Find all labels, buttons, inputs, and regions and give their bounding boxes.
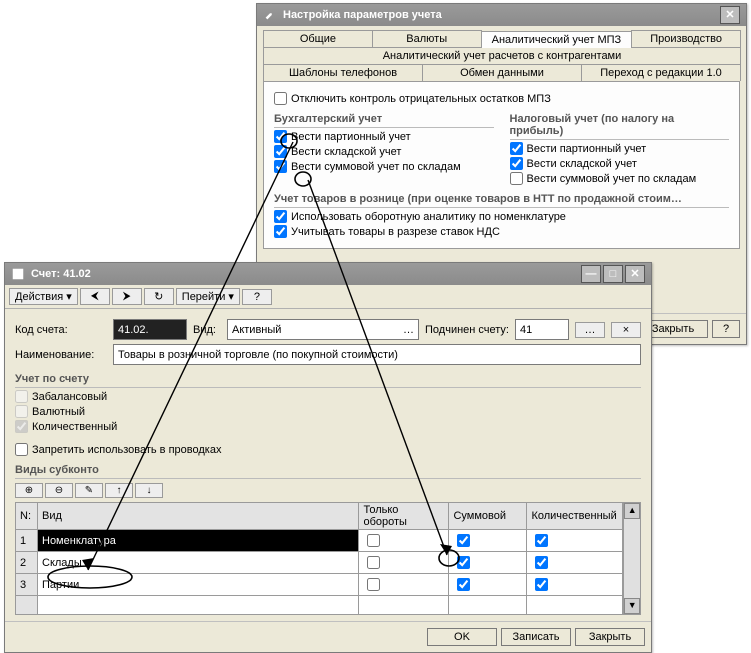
chk-retail-nomen[interactable]: Использовать оборотную аналитику по номе… [274,210,729,223]
lbl-vid: Вид: [193,324,221,336]
settings-panel: Отключить контроль отрицательных остатко… [263,81,740,249]
chk-disable-negative-label: Отключить контроль отрицательных остатко… [291,93,551,105]
chk-nal-summ[interactable]: Вести суммовой учет по складам [510,172,730,185]
table-row: 3 Партии [16,574,623,596]
tb-refresh[interactable]: ↻ [144,288,174,305]
tb-help[interactable]: ? [242,289,272,305]
help-button[interactable]: ? [712,320,740,338]
tab-exchange[interactable]: Обмен данными [422,64,582,81]
account-title: Счет: 41.02 [31,268,91,280]
lbl-parent: Подчинен счету: [425,324,509,336]
col-vid[interactable]: Вид [38,503,359,530]
chk-buh-sklad-label: Вести складской учет [291,146,401,158]
code-field[interactable]: 41.02. [113,319,187,340]
scroll-down-icon[interactable]: ▼ [624,598,640,614]
chk-nal-sklad[interactable]: Вести складской учет [510,157,730,170]
goto-menu[interactable]: Перейти ▾ [176,288,240,305]
lbl-name: Наименование: [15,349,107,361]
chk-forbid-label: Запретить использовать в проводках [32,444,221,456]
name-field[interactable]: Товары в розничной торговле (по покупной… [113,344,641,365]
chk-zabal[interactable]: Забалансовый [15,390,641,403]
section-retail: Учет товаров в рознице (при оценке товар… [274,193,729,208]
settings-title: Настройка параметров учета [283,9,442,21]
lbl-code: Код счета: [15,324,107,336]
account-titlebar[interactable]: Счет: 41.02 — □ ✕ [5,263,651,285]
chk-buh-summ-label: Вести суммовой учет по складам [291,161,461,173]
vid-field[interactable]: Активный… [227,319,419,340]
section-account: Учет по счету [15,373,641,388]
col-oborot[interactable]: Только обороты [359,503,449,530]
section-nalog: Налоговый учет (по налогу на прибыль) [510,113,730,140]
save-button[interactable]: Записать [501,628,571,646]
chk-retail-nds-label: Учитывать товары в разрезе ставок НДС [291,226,500,238]
table-row: 1 Номенклатура [16,530,623,552]
section-buh: Бухгалтерский учет [274,113,494,128]
parent-lookup[interactable]: … [575,322,605,338]
tab-mpz[interactable]: Аналитический учет МПЗ [481,31,633,48]
tb-back[interactable]: ⮜ [80,288,110,305]
table-row: 2 Склады [16,552,623,574]
chk-disable-negative[interactable]: Отключить контроль отрицательных остатко… [274,92,729,105]
chk-buh-part[interactable]: Вести партионный учет [274,130,494,143]
account-icon [11,267,25,281]
grid-down[interactable]: ↓ [135,483,163,498]
account-toolbar: Действия ▾ ⮜ ⮞ ↻ Перейти ▾ ? [5,285,651,309]
parent-clear[interactable]: × [611,322,641,338]
grid-add[interactable]: ⊕ [15,483,43,498]
account-footer: OK Записать Закрыть [5,621,651,652]
account-window: Счет: 41.02 — □ ✕ Действия ▾ ⮜ ⮞ ↻ Перей… [4,262,652,653]
cell-vid-3[interactable]: Партии [38,574,359,596]
grid-del[interactable]: ⊖ [45,483,73,498]
chk-buh-sklad[interactable]: Вести складской учет [274,145,494,158]
tab-row2: Аналитический учет расчетов с контрагент… [263,47,740,64]
minimize-icon[interactable]: — [581,265,601,283]
close-icon[interactable]: ✕ [625,265,645,283]
chk-retail-nds[interactable]: Учитывать товары в разрезе ставок НДС [274,225,729,238]
tab-general[interactable]: Общие [263,30,373,47]
chk-retail-nomen-label: Использовать оборотную аналитику по номе… [291,211,566,223]
tab-row1: Общие Валюты Аналитический учет МПЗ Прои… [263,30,740,47]
grid-up[interactable]: ↑ [105,483,133,498]
subkonto-grid[interactable]: N: Вид Только обороты Суммовой Количеств… [15,502,623,615]
parent-field[interactable]: 41 [515,319,569,340]
chk-forbid[interactable]: Запретить использовать в проводках [15,443,641,456]
chk-val[interactable]: Валютный [15,405,641,418]
close-button[interactable]: Закрыть [575,628,645,646]
grid-scrollbar[interactable]: ▲ ▼ [623,502,641,615]
tab-contragents[interactable]: Аналитический учет расчетов с контрагент… [263,47,741,64]
maximize-icon[interactable]: □ [603,265,623,283]
col-n[interactable]: N: [16,503,38,530]
col-qty[interactable]: Количественный [527,503,623,530]
tab-row3: Шаблоны телефонов Обмен данными Переход … [263,64,740,81]
chk-val-label: Валютный [32,406,85,418]
grid-edit[interactable]: ✎ [75,483,103,498]
chk-buh-summ[interactable]: Вести суммовой учет по складам [274,160,494,173]
actions-menu[interactable]: Действия ▾ [9,288,78,305]
tab-migration[interactable]: Переход с редакции 1.0 [581,64,741,81]
grid-toolbar: ⊕ ⊖ ✎ ↑ ↓ [15,483,641,498]
settings-titlebar[interactable]: Настройка параметров учета ✕ [257,4,746,26]
chk-nal-part[interactable]: Вести партионный учет [510,142,730,155]
ok-button[interactable]: OK [427,628,497,646]
chk-qty-label: Количественный [32,421,117,433]
chk-buh-part-label: Вести партионный учет [291,131,411,143]
col-summ[interactable]: Суммовой [449,503,527,530]
chk-qty[interactable]: Количественный [15,420,641,433]
chk-zabal-label: Забалансовый [32,391,107,403]
chk-nal-part-label: Вести партионный учет [527,143,647,155]
tab-phones[interactable]: Шаблоны телефонов [263,64,423,81]
scroll-up-icon[interactable]: ▲ [624,503,640,519]
chk-nal-summ-label: Вести суммовой учет по складам [527,173,697,185]
tab-currency[interactable]: Валюты [372,30,482,47]
cell-vid-2[interactable]: Склады [38,552,359,574]
cell-vid-1[interactable]: Номенклатура [38,530,359,552]
section-subkonto: Виды субконто [15,464,641,479]
close-icon[interactable]: ✕ [720,6,740,24]
tb-fwd[interactable]: ⮞ [112,288,142,305]
tab-production[interactable]: Производство [631,30,741,47]
chk-nal-sklad-label: Вести складской учет [527,158,637,170]
wrench-icon [263,8,277,22]
